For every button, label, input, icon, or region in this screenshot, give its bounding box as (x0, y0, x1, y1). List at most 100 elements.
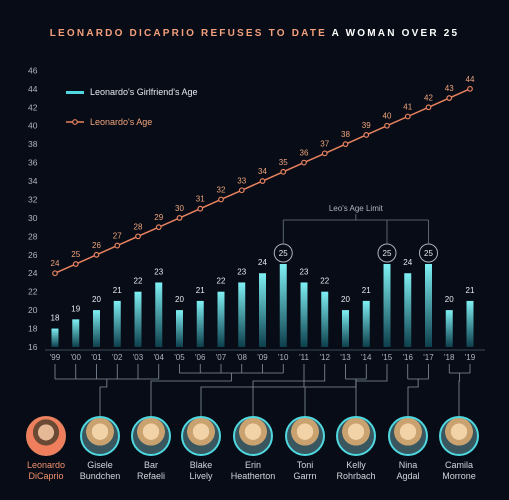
avatar (181, 416, 221, 456)
bar-value-label: 20 (175, 295, 184, 304)
line-point-label: 30 (175, 204, 184, 213)
legend-label: Leonardo's Age (90, 117, 152, 127)
bar-value-label: 21 (113, 286, 122, 295)
person-last-name: Refaeli (136, 471, 165, 481)
bar-value-label: 22 (217, 277, 226, 286)
person-first-name: Blake (189, 460, 213, 470)
person-name: Gisele Bundchen (70, 460, 130, 482)
y-tick-label: 46 (28, 65, 38, 75)
y-tick-label: 32 (28, 194, 38, 204)
bar (113, 300, 121, 347)
person-last-name: Bundchen (79, 471, 121, 481)
line-point-label: 38 (341, 130, 350, 139)
x-tick-label: '01 (91, 353, 102, 362)
x-tick-label: '00 (71, 353, 82, 362)
y-tick-label: 38 (28, 139, 38, 149)
y-tick-label: 40 (28, 121, 38, 131)
bar-value-label: 24 (403, 258, 412, 267)
bar-value-label: 23 (237, 267, 246, 276)
person-name: Bar Refaeli (121, 460, 181, 482)
connector-line (458, 373, 461, 418)
bar (238, 282, 246, 347)
bar-value-label: 24 (258, 258, 267, 267)
bar-value-label: 20 (341, 295, 350, 304)
y-tick-label: 24 (28, 268, 38, 278)
line-point-label: 32 (217, 185, 226, 194)
line-point (72, 261, 79, 267)
person-last-name: Lively (189, 471, 213, 481)
bar (404, 273, 412, 347)
x-tick-label: '02 (112, 353, 123, 362)
bar-value-label: 23 (154, 267, 163, 276)
x-tick-label: '04 (154, 353, 165, 362)
bar (466, 300, 474, 347)
avatar (388, 416, 428, 456)
line-point-label: 36 (300, 149, 309, 158)
x-tick-label: '17 (423, 353, 434, 362)
annotation-label: Leo's Age Limit (329, 204, 384, 213)
line-point-label: 43 (445, 84, 454, 93)
person-last-name: Morrone (442, 471, 476, 481)
person-name: Blake Lively (171, 460, 231, 482)
avatar (233, 416, 273, 456)
connector-line (99, 379, 108, 418)
y-tick-label: 20 (28, 305, 38, 315)
x-tick-label: '99 (50, 353, 61, 362)
x-tick-label: '07 (216, 353, 227, 362)
line-point (446, 95, 453, 101)
y-tick-label: 30 (28, 213, 38, 223)
line-point (218, 196, 224, 203)
person-first-name: Camila (444, 460, 473, 470)
line-point (404, 113, 411, 120)
x-tick-label: '12 (320, 353, 331, 362)
bar-value-label: 22 (320, 277, 329, 286)
person-2: Bar Refaeli (121, 416, 181, 482)
person-last-name: DiCaprio (28, 471, 64, 481)
line-point-label: 37 (320, 139, 329, 148)
person-name: Kelly Rohrbach (326, 460, 386, 482)
x-tick-label: '11 (299, 353, 309, 362)
title-part1: LEONARDO DICAPRIO REFUSES TO DATE (49, 28, 327, 39)
connector-line (355, 373, 388, 418)
y-tick-label: 34 (28, 176, 38, 186)
bar (72, 319, 80, 347)
person-first-name: Toni (296, 460, 314, 470)
y-tick-label: 18 (28, 324, 38, 334)
line-point (114, 242, 121, 249)
bar (176, 310, 183, 347)
line-point (425, 104, 432, 111)
bar (196, 300, 204, 347)
line-point-label: 31 (196, 195, 205, 204)
x-tick-label: '06 (195, 353, 206, 362)
bar-value-label: 22 (134, 277, 143, 286)
bar-value-label: 21 (196, 286, 205, 295)
person-first-name: Leonardo (26, 460, 66, 470)
line-point (155, 224, 162, 231)
bar-value-label: 23 (300, 267, 309, 276)
line-point (280, 168, 287, 175)
line-point (259, 178, 266, 184)
bar (300, 282, 308, 347)
x-tick-label: '19 (465, 353, 476, 362)
avatar (285, 416, 325, 456)
bar-value-label: 25 (383, 249, 392, 258)
bar-value-label: 21 (362, 286, 371, 295)
line-point-label: 44 (466, 75, 475, 84)
person-8: Camila Morrone (429, 416, 489, 482)
bar (362, 300, 370, 347)
person-7: Nina Agdal (378, 416, 438, 482)
bar-value-label: 21 (466, 286, 475, 295)
line-point (197, 205, 204, 212)
chart-title: LEONARDO DICAPRIO REFUSES TO DATE A WOMA… (0, 28, 509, 39)
x-tick-label: '05 (174, 353, 185, 362)
person-6: Kelly Rohrbach (326, 416, 386, 482)
line-point (321, 150, 328, 157)
person-first-name: Kelly (346, 460, 366, 470)
person-name: Leonardo DiCaprio (16, 460, 76, 482)
x-tick-label: '08 (237, 353, 248, 362)
x-tick-label: '10 (278, 353, 289, 362)
bar (279, 264, 287, 347)
line-point-label: 25 (71, 250, 80, 259)
line-point (238, 187, 245, 194)
y-tick-label: 16 (28, 342, 38, 352)
